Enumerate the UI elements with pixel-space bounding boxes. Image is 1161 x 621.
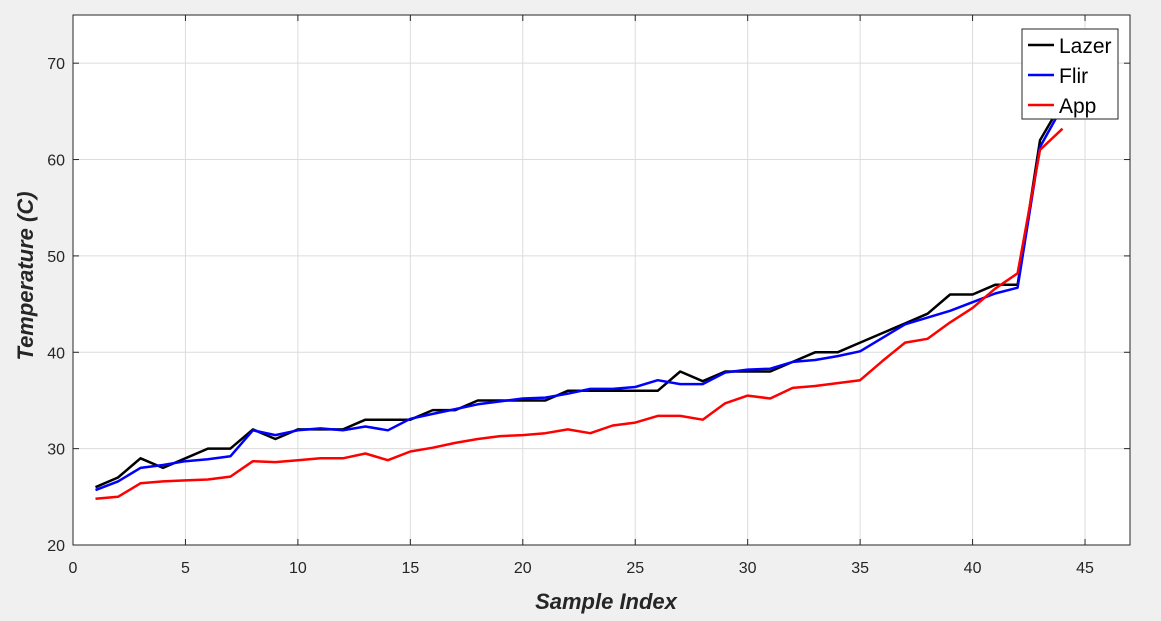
x-tick-label: 20 <box>514 560 532 577</box>
y-tick-label: 50 <box>47 249 65 266</box>
grid-lines <box>73 15 1130 545</box>
legend-label-lazer: Lazer <box>1059 35 1112 58</box>
x-tick-label: 35 <box>851 560 869 577</box>
x-tick-label: 0 <box>69 560 78 577</box>
legend-label-app: App <box>1059 95 1096 118</box>
axis-ticks: 0 5 10 15 20 25 30 35 40 45 20 30 40 50 60 70 <box>47 15 1130 577</box>
series-line-app <box>95 127 1064 500</box>
legend: Lazer Flir App <box>1021 28 1119 120</box>
x-tick-label: 30 <box>739 560 757 577</box>
series-lines <box>95 101 1064 500</box>
y-tick-label: 70 <box>47 56 65 73</box>
x-tick-label: 10 <box>289 560 307 577</box>
y-tick-label: 20 <box>47 538 65 555</box>
plot-frame <box>72 14 1131 546</box>
x-tick-label: 45 <box>1076 560 1094 577</box>
x-tick-label: 5 <box>181 560 190 577</box>
y-tick-label: 60 <box>47 153 65 170</box>
x-tick-label: 40 <box>964 560 982 577</box>
y-tick-label: 40 <box>47 345 65 362</box>
y-tick-label: 30 <box>47 442 65 459</box>
y-axis-label: Temperature (C) <box>13 191 38 360</box>
series-line-flir <box>95 105 1064 492</box>
legend-label-flir: Flir <box>1059 65 1088 88</box>
x-axis-label: Sample Index <box>535 589 678 614</box>
x-tick-label: 25 <box>626 560 644 577</box>
x-tick-label: 15 <box>401 560 419 577</box>
plot-area <box>73 15 1130 545</box>
